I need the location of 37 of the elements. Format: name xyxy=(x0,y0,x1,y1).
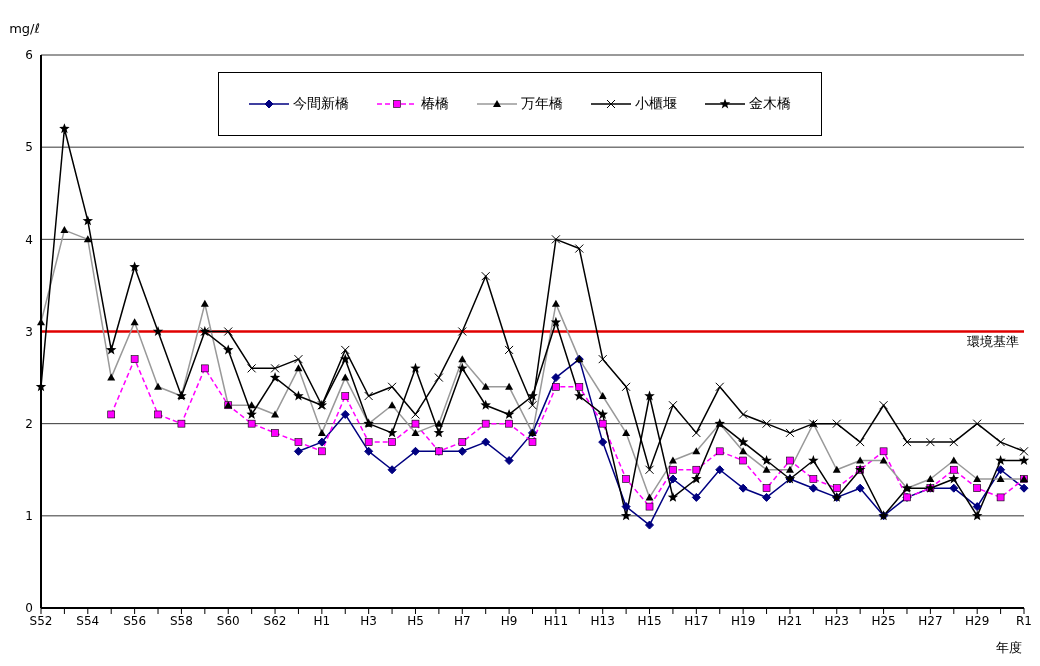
x-tick-label: S52 xyxy=(29,613,53,628)
x-tick-label: H19 xyxy=(730,613,756,628)
y-tick-label: 1 xyxy=(25,509,33,524)
y-tick-label: 5 xyxy=(25,140,33,155)
y-tick-label: 0 xyxy=(25,601,33,616)
x-tick-label: H1 xyxy=(313,613,331,628)
x-tick-label: H27 xyxy=(918,613,943,628)
x-tick-label: S56 xyxy=(123,613,147,628)
x-tick-label: H23 xyxy=(824,613,849,628)
x-tick-label: H5 xyxy=(407,613,424,628)
x-tick-label: H29 xyxy=(965,613,990,628)
y-tick-label: 3 xyxy=(25,324,33,339)
legend-label: 小櫃堰 xyxy=(635,95,677,113)
x-tick-label: H15 xyxy=(637,613,662,628)
ref-line-label: 環境基準 xyxy=(967,333,1019,349)
x-tick-label: H25 xyxy=(871,613,896,628)
x-tick-label: H7 xyxy=(453,613,471,628)
legend-label: 今間新橋 xyxy=(293,95,349,113)
x-tick-label: H11 xyxy=(543,613,569,628)
y-tick-label: 6 xyxy=(25,48,33,63)
y-tick-label: 4 xyxy=(25,232,33,247)
y-axis-title: mg/ℓ xyxy=(9,21,40,36)
legend-label: 金木橋 xyxy=(749,95,791,113)
x-tick-label: S58 xyxy=(169,613,193,628)
y-tick-label: 2 xyxy=(25,416,33,431)
x-tick-label: H9 xyxy=(500,613,518,628)
x-tick-label: R1 xyxy=(1016,613,1032,628)
x-tick-label: H13 xyxy=(590,613,615,628)
x-tick-label: H3 xyxy=(360,613,377,628)
x-tick-label: S62 xyxy=(263,613,287,628)
legend-label: 椿橋 xyxy=(421,95,449,113)
x-axis-title: 年度 xyxy=(996,640,1022,655)
x-tick-label: S60 xyxy=(216,613,240,628)
x-tick-label: H17 xyxy=(684,613,709,628)
x-tick-label: H21 xyxy=(777,613,803,628)
x-tick-label: S54 xyxy=(76,613,100,628)
legend-label: 万年橋 xyxy=(521,95,563,113)
